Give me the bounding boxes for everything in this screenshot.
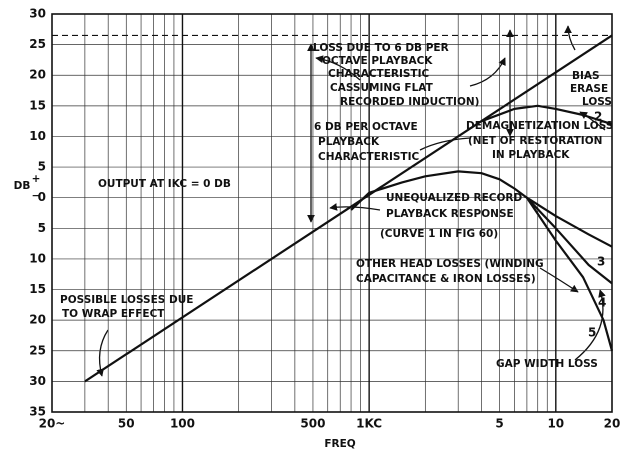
annotation: TO WRAP EFFECT [62, 308, 165, 320]
y-tick-label: 15 [29, 98, 46, 112]
arrow [564, 25, 576, 51]
annotation: RECORDED INDUCTION) [340, 96, 479, 108]
y-tick-label: 20 [29, 68, 46, 82]
curve [526, 196, 613, 285]
plot-frame [51, 13, 613, 413]
x-tick-label: 20~ [39, 417, 66, 431]
y-tick-label: 30 [29, 7, 46, 21]
annotation: ERASE [570, 83, 608, 95]
annotation: OUTPUT AT IKC = 0 DB [98, 178, 231, 190]
annotation: POSSIBLE LOSSES DUE [60, 294, 193, 306]
arrow [419, 137, 471, 151]
curve [525, 197, 614, 352]
y-tick-label: 0 [38, 190, 46, 204]
annotation: 6 DB PER OCTAVE [314, 121, 418, 133]
x-axis-label: FREQ [324, 438, 355, 450]
x-tick-label: 50 [118, 417, 135, 431]
annotation: CASSUMING FLAT [330, 82, 434, 94]
annotation: OCTAVE PLAYBACK [322, 55, 433, 67]
y-tick-label: 10 [29, 129, 46, 143]
y-tick-label: 35 [29, 405, 46, 419]
annotation: OTHER HEAD LOSSES (WINDING [356, 258, 544, 270]
annotation: CHARACTERISTIC [318, 151, 419, 163]
x-tick-label: 5 [495, 417, 503, 431]
annotation: CHARACTERISTIC [328, 68, 429, 80]
y-tick-label: 10 [29, 251, 46, 265]
curve-label: 5 [588, 326, 596, 340]
curve-label: 3 [597, 255, 605, 269]
annotation: LOSS DUE TO 6 DB PER [313, 42, 449, 54]
annotation: DEMAGNETIZATION LOSS [466, 120, 613, 132]
annotation: BIAS [572, 70, 600, 82]
annotation-arrows [96, 25, 606, 377]
y-tick-label: 25 [29, 37, 46, 51]
annotation: PLAYBACK [318, 136, 380, 148]
x-tick-label: 10 [547, 417, 564, 431]
annotation: (NET OF RESTORATION [468, 135, 602, 147]
y-tick-label: 5 [38, 221, 46, 235]
annotation: (CURVE 1 IN FIG 60) [380, 228, 498, 240]
curve [481, 104, 613, 126]
annotation: CAPACITANCE & IRON LOSSES) [356, 273, 536, 285]
y-tick-label: 5 [38, 160, 46, 174]
arrow [574, 289, 606, 361]
y-axis-plus: + [32, 173, 41, 185]
x-tick-label: 100 [170, 417, 195, 431]
y-axis-label: DB [14, 180, 31, 192]
annotation: LOSS [582, 96, 612, 108]
curve-label: 2 [594, 110, 602, 124]
arrow [579, 111, 606, 131]
curve [350, 170, 613, 248]
arrow [469, 57, 506, 87]
annotation: IN PLAYBACK [492, 149, 570, 161]
y-tick-label: 15 [29, 282, 46, 296]
x-tick-label: 1KC [356, 417, 382, 431]
x-tick-label: 500 [300, 417, 325, 431]
y-tick-label: 25 [29, 343, 46, 357]
annotation: GAP WIDTH LOSS [496, 358, 598, 370]
curve [84, 34, 613, 383]
curve-label: 4 [598, 296, 606, 310]
annotation: UNEQUALIZED RECORD [386, 192, 522, 204]
arrow [315, 55, 361, 81]
annotation: PLAYBACK RESPONSE [386, 208, 514, 220]
arrow [539, 267, 579, 293]
y-tick-label: 30 [29, 374, 46, 388]
x-tick-label: 20 [604, 417, 621, 431]
y-axis-minus: − [32, 190, 41, 202]
y-tick-label: 20 [29, 313, 46, 327]
